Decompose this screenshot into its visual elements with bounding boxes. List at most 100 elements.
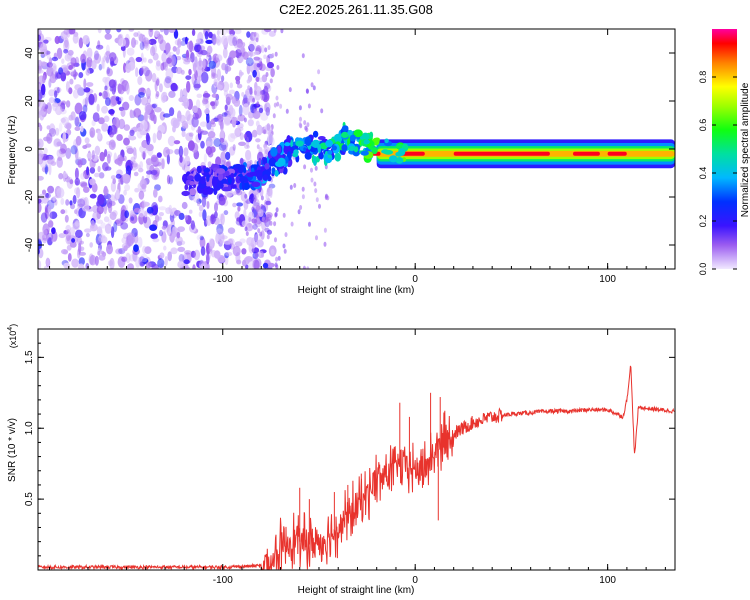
spectrogram-cell xyxy=(256,144,260,150)
spectrogram-cell xyxy=(202,93,211,98)
spectrogram-cell xyxy=(38,89,43,101)
spectrogram-cell xyxy=(151,43,157,55)
spectrogram-cell xyxy=(148,38,157,46)
spectrogram-cell xyxy=(142,151,146,160)
y-scale-exponent: 4 xyxy=(7,327,14,331)
spectrogram-cell xyxy=(122,173,130,179)
spectrogram-cell xyxy=(215,84,223,90)
spectrogram-cell xyxy=(165,149,174,155)
spectrogram-cell xyxy=(85,69,91,76)
spectrogram-cell xyxy=(115,96,120,102)
colorbar-tick-label: 0.0 xyxy=(698,263,708,276)
spectrogram-cell xyxy=(70,111,76,121)
spectrogram-cell xyxy=(45,257,50,267)
spectrogram-cell xyxy=(195,38,201,44)
spectrogram-cell xyxy=(324,195,328,200)
spectrogram-cell xyxy=(126,83,130,95)
spectrogram-cell xyxy=(256,101,260,107)
spectrogram-cell xyxy=(129,214,138,224)
spectrogram-cell xyxy=(137,76,143,86)
spectrogram-cell xyxy=(216,223,224,235)
spectrogram-cell xyxy=(263,54,267,60)
spectrogram-cell xyxy=(38,260,42,269)
spectrogram-cell xyxy=(213,78,218,89)
spectrogram-cell xyxy=(47,158,54,165)
spectrogram-cell xyxy=(277,255,281,261)
spectrogram-cell xyxy=(260,112,269,121)
spectrogram-cell xyxy=(128,29,135,32)
spectrogram-cell xyxy=(207,131,216,139)
x-tick-label: -100 xyxy=(213,575,233,586)
spectrogram-cell xyxy=(315,235,318,241)
spectrogram-cell xyxy=(223,210,229,216)
spectrogram-cell xyxy=(115,248,123,255)
colorbar: 0.0 0.2 0.4 0.6 0.8 Normalized spectral ampl… xyxy=(698,29,750,275)
spectrogram-cell xyxy=(251,247,260,254)
spectrogram-cell xyxy=(83,78,87,89)
spectrogram-cell xyxy=(82,98,88,107)
spectrogram-cell xyxy=(213,250,221,259)
spectrogram-cell xyxy=(363,139,370,145)
spectrogram-cell xyxy=(192,264,196,269)
spectrogram-cell xyxy=(259,90,263,96)
spectrogram-cell xyxy=(261,252,265,258)
spectrogram-cell xyxy=(38,34,42,42)
spectrogram-cell xyxy=(56,141,63,147)
spectrogram-cell xyxy=(155,91,160,98)
spectrogram-cell xyxy=(146,87,151,100)
spectrogram-line-core xyxy=(607,151,627,156)
spectrogram-cell xyxy=(49,73,57,84)
spectrogram-cell xyxy=(84,137,90,144)
spectrogram-cell xyxy=(51,232,55,243)
spectrogram-cell xyxy=(208,246,213,254)
spectrogram-cell xyxy=(181,101,188,107)
spectrogram-cell xyxy=(258,77,264,83)
bottom-y-axis-label: SNR (10 * v/v) xyxy=(7,418,18,482)
spectrogram-cell xyxy=(202,98,209,105)
spectrogram-cell xyxy=(76,198,82,203)
spectrogram-cell xyxy=(75,135,82,146)
spectrogram-cell xyxy=(254,50,260,55)
spectrogram-cell xyxy=(48,123,56,135)
spectrogram-cell xyxy=(255,234,259,246)
spectrogram-panel: -100 0 100 -40 -20 0 20 40 Height of straight … xyxy=(7,28,676,296)
spectrogram-cell xyxy=(267,133,274,145)
spectrogram-cell xyxy=(208,60,217,69)
bottom-y-ticks: 0.5 1.0 1.5 xyxy=(24,342,675,557)
spectrogram-cell xyxy=(247,74,253,83)
spectrogram-cell xyxy=(166,154,170,165)
spectrogram-cell xyxy=(273,29,277,33)
spectrogram-cell xyxy=(89,254,97,266)
spectrogram-cell xyxy=(234,241,243,247)
spectrogram-cell xyxy=(235,75,241,82)
spectrogram-cell xyxy=(310,177,314,183)
spectrogram-cell xyxy=(218,119,223,126)
spectrogram-cell xyxy=(255,169,263,177)
spectrogram-cell xyxy=(140,52,144,64)
spectrogram-cell xyxy=(144,246,152,255)
spectrogram-cell xyxy=(160,92,167,103)
spectrogram-cell xyxy=(51,227,56,235)
spectrogram-cell xyxy=(72,222,80,231)
spectrogram-cell xyxy=(153,188,158,198)
spectrogram-cell xyxy=(165,51,171,57)
spectrogram-cell xyxy=(302,265,306,269)
spectrogram-cell xyxy=(60,143,67,154)
spectrogram-cell xyxy=(253,90,257,96)
spectrogram-cell xyxy=(158,83,163,93)
spectrogram-cell xyxy=(215,54,223,62)
y-tick-label: 1.5 xyxy=(24,350,35,364)
spectrogram-cell xyxy=(109,257,115,269)
spectrogram-cell xyxy=(78,257,86,266)
spectrogram-cell xyxy=(129,109,133,119)
spectrogram-cell xyxy=(138,91,145,98)
spectrogram-cell xyxy=(144,88,152,95)
spectrogram-cell xyxy=(109,124,117,135)
spectrogram-cell xyxy=(145,143,154,152)
spectrogram-cell xyxy=(85,232,90,238)
spectrogram-cell xyxy=(224,104,228,111)
spectrogram-cell xyxy=(64,209,68,214)
spectrogram-cell xyxy=(181,201,188,210)
spectrogram-cell xyxy=(275,256,279,262)
spectrogram-cell xyxy=(325,139,333,148)
